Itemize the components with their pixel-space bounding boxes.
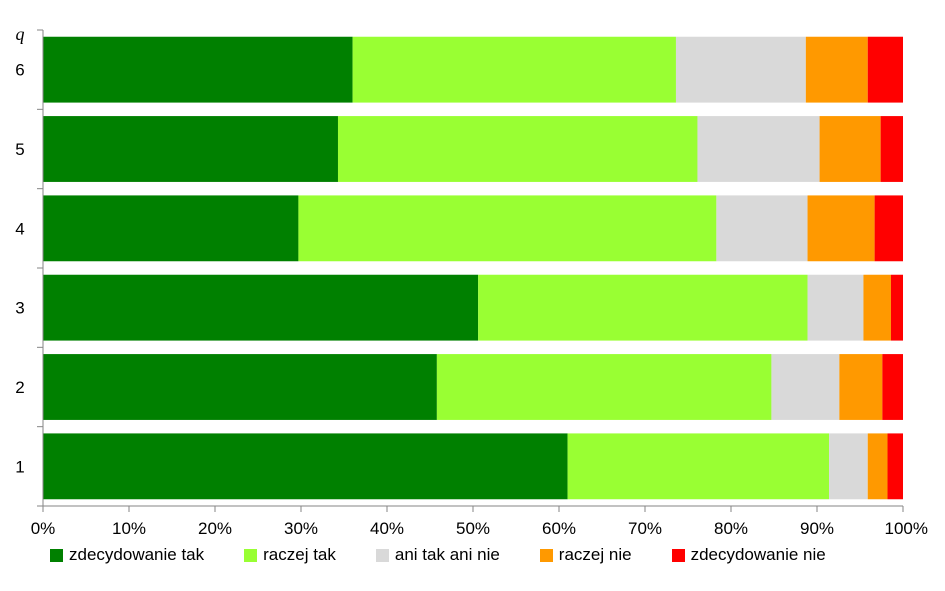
legend-swatch [539, 548, 553, 562]
x-tick-label: 10% [112, 519, 146, 538]
y-axis-title: q [16, 24, 25, 44]
x-tick-label: 80% [714, 519, 748, 538]
bar-q2-series-3 [771, 354, 840, 420]
bar-q1-series-3 [829, 433, 868, 500]
bar-q3-series-3 [807, 274, 864, 341]
bar-q5-series-3 [697, 116, 820, 182]
bar-q4-series-4 [807, 195, 875, 262]
bar-q3-series-1 [43, 274, 479, 341]
legend-item: zdecydowanie nie [671, 545, 826, 565]
bar-q4-series-5 [874, 195, 903, 262]
y-tick-label: 5 [15, 140, 24, 159]
legend-label: raczej nie [558, 545, 632, 564]
x-tick-label: 60% [542, 519, 576, 538]
bar-q4-series-1 [43, 195, 299, 262]
bar-q1-series-4 [867, 433, 888, 500]
legend-item: zdecydowanie tak [50, 545, 204, 565]
bar-q4-series-3 [716, 195, 808, 262]
legend-item: ani tak ani nie [375, 545, 500, 565]
x-tick-label: 70% [628, 519, 662, 538]
x-tick-label: 40% [370, 519, 404, 538]
legend: zdecydowanie tak raczej tak ani tak ani ni… [50, 543, 826, 567]
x-tick-label: 50% [456, 519, 490, 538]
bar-q6-series-4 [805, 36, 868, 103]
bar-q6-series-3 [675, 36, 806, 103]
bar-q5-series-2 [337, 116, 698, 182]
bar-q6-series-5 [867, 36, 903, 103]
bar-q2-series-1 [43, 354, 437, 420]
bar-q1-series-1 [43, 433, 568, 500]
bar-q2-series-5 [882, 354, 903, 420]
legend-swatch [671, 548, 685, 562]
bar-q3-series-2 [478, 274, 808, 341]
legend-label: zdecydowanie tak [69, 545, 205, 564]
bar-q1-series-2 [567, 433, 830, 500]
y-tick-label: 3 [15, 299, 24, 318]
legend-swatch [50, 548, 63, 562]
bar-q1-series-5 [887, 433, 903, 500]
bar-q4-series-2 [298, 195, 717, 262]
bars-group [43, 36, 903, 500]
x-tick-label: 0% [31, 519, 56, 538]
bar-q3-series-4 [863, 274, 891, 341]
legend-item: raczej tak [244, 545, 336, 565]
legend-label: ani tak ani nie [394, 545, 500, 564]
x-tick-label: 100% [885, 519, 928, 538]
legend-label: zdecydowanie nie [690, 545, 826, 564]
bar-q5-series-4 [819, 116, 881, 182]
y-tick-label: 4 [15, 219, 24, 238]
x-tick-label: 30% [284, 519, 318, 538]
bar-q6-series-1 [43, 36, 353, 103]
y-tick-label: 6 [15, 61, 24, 80]
legend-label: raczej tak [263, 545, 336, 564]
bar-q2-series-2 [436, 354, 772, 420]
bar-q5-series-1 [43, 116, 338, 182]
legend-swatch [244, 548, 258, 562]
y-tick-label: 1 [15, 457, 24, 476]
bar-q2-series-4 [839, 354, 883, 420]
bar-q3-series-5 [890, 274, 903, 341]
legend-swatch [375, 548, 389, 562]
y-tick-label: 2 [15, 378, 24, 397]
x-tick-label: 90% [800, 519, 834, 538]
legend-item: raczej nie [539, 545, 632, 565]
x-tick-label: 20% [198, 519, 232, 538]
bar-q5-series-5 [880, 116, 903, 182]
bar-q6-series-2 [352, 36, 676, 103]
